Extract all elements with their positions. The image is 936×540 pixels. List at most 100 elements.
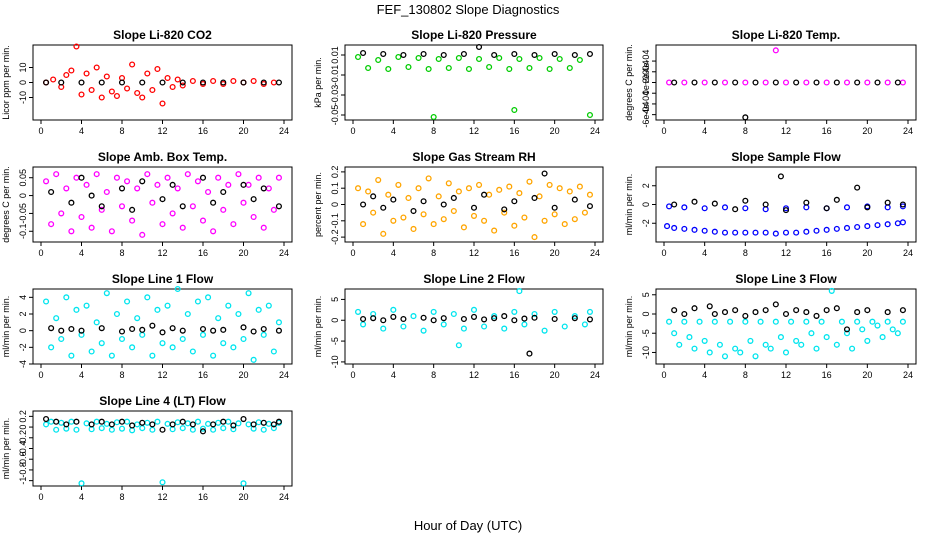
series-2 xyxy=(360,170,594,215)
data-point xyxy=(240,324,247,331)
data-point xyxy=(475,181,483,188)
data-point xyxy=(481,217,488,224)
data-point xyxy=(721,229,729,236)
y-tick-label: 0.2 xyxy=(330,166,340,179)
x-tick-label: 12 xyxy=(469,248,479,258)
x-tick-label: 20 xyxy=(238,126,248,136)
data-point xyxy=(561,221,568,228)
data-point xyxy=(576,56,583,64)
y-tick-label: -0.03 xyxy=(330,85,340,106)
data-point xyxy=(450,194,457,202)
data-point xyxy=(270,348,277,355)
data-point xyxy=(803,318,810,325)
data-point xyxy=(113,92,120,100)
data-point xyxy=(581,321,588,328)
data-point xyxy=(134,421,141,428)
data-point xyxy=(762,229,769,236)
data-point xyxy=(450,207,457,215)
x-tick-label: 16 xyxy=(822,370,832,380)
data-point xyxy=(108,421,115,428)
data-point xyxy=(159,340,166,347)
data-point xyxy=(129,422,136,429)
data-point xyxy=(58,419,65,426)
data-point xyxy=(777,334,784,341)
data-point xyxy=(536,193,543,200)
x-tick-label: 4 xyxy=(79,248,84,258)
data-point xyxy=(516,288,523,295)
data-point xyxy=(566,64,573,72)
data-point xyxy=(475,43,483,51)
data-point xyxy=(103,290,110,297)
data-point xyxy=(53,171,60,178)
data-point xyxy=(113,419,120,426)
y-axis-label: ml/min per min. xyxy=(1,418,11,480)
data-point xyxy=(445,64,452,72)
data-point xyxy=(899,79,906,86)
data-point xyxy=(663,223,671,230)
data-point xyxy=(571,216,578,223)
data-point xyxy=(159,79,166,86)
data-point xyxy=(225,418,232,425)
data-point xyxy=(742,114,749,121)
series-1 xyxy=(663,203,906,237)
data-point xyxy=(460,325,467,332)
x-tick-label: 20 xyxy=(862,370,872,380)
x-tick-label: 20 xyxy=(550,370,560,380)
data-point xyxy=(174,419,181,426)
data-point xyxy=(843,224,851,231)
data-point xyxy=(516,190,523,197)
data-point xyxy=(496,54,503,62)
series-1 xyxy=(43,285,282,363)
data-point xyxy=(803,79,810,86)
data-point xyxy=(250,356,257,363)
data-point xyxy=(874,79,881,86)
x-tick-label: 8 xyxy=(431,126,436,136)
data-point xyxy=(526,64,533,72)
data-point xyxy=(481,323,488,330)
y-tick-label: -0.05 xyxy=(330,105,340,126)
data-point xyxy=(225,181,232,188)
data-point xyxy=(511,106,518,114)
data-point xyxy=(124,178,131,185)
data-point xyxy=(491,315,498,322)
data-point xyxy=(711,79,718,86)
data-point xyxy=(671,201,678,208)
series-2 xyxy=(671,79,901,121)
data-point xyxy=(701,337,708,344)
data-point xyxy=(149,352,156,359)
data-point xyxy=(470,212,478,219)
x-tick-label: 8 xyxy=(743,370,748,380)
x-tick-label: 0 xyxy=(38,126,43,136)
data-point xyxy=(63,71,70,79)
data-point xyxy=(711,318,718,325)
data-point xyxy=(154,181,161,188)
data-point xyxy=(742,205,749,212)
x-tick-label: 24 xyxy=(903,248,913,258)
data-point xyxy=(210,77,217,85)
data-point xyxy=(430,221,437,228)
data-point xyxy=(501,209,508,216)
data-point xyxy=(108,426,115,433)
data-point xyxy=(551,204,558,211)
data-point xyxy=(250,196,257,203)
data-point xyxy=(48,188,55,196)
data-point xyxy=(360,315,367,323)
data-point xyxy=(455,342,462,349)
data-point xyxy=(199,217,207,224)
data-point xyxy=(410,313,417,320)
data-point xyxy=(169,421,176,428)
data-point xyxy=(210,426,217,433)
data-point xyxy=(864,223,871,230)
data-point xyxy=(889,326,896,333)
data-point xyxy=(164,302,171,309)
data-point xyxy=(526,178,533,185)
data-point xyxy=(531,310,538,318)
x-tick-label: 0 xyxy=(38,248,43,258)
data-point xyxy=(149,199,156,206)
y-axis-label: ml/min per min. xyxy=(1,296,11,358)
x-tick-label: 4 xyxy=(702,126,707,136)
data-point xyxy=(189,426,196,433)
data-point xyxy=(854,184,861,191)
data-point xyxy=(511,308,518,315)
series-2 xyxy=(360,43,594,59)
